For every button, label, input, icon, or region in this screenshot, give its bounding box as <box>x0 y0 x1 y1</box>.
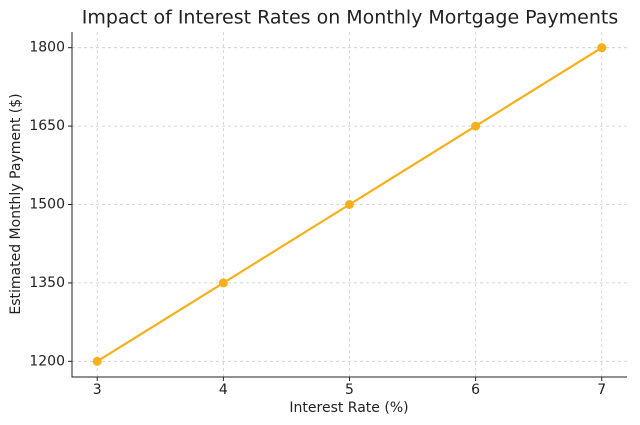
data-point <box>92 356 102 366</box>
x-axis-label: Interest Rate (%) <box>289 400 408 416</box>
x-tick-label: 7 <box>597 382 606 398</box>
x-tick-label: 4 <box>219 382 228 398</box>
y-tick-label: 1650 <box>29 118 65 134</box>
axes <box>71 32 627 378</box>
x-tick-label: 6 <box>471 382 480 398</box>
y-tick-label: 1200 <box>29 353 65 369</box>
data-point <box>345 200 354 209</box>
data-point <box>597 43 607 53</box>
x-tick-label: 3 <box>93 382 102 398</box>
x-tick-label: 5 <box>345 382 354 398</box>
chart-title: Impact of Interest Rates on Monthly Mort… <box>82 7 619 29</box>
y-tick-label: 1350 <box>29 275 65 291</box>
data-point <box>471 121 481 131</box>
data-point <box>218 278 228 288</box>
y-axis-label: Estimated Monthly Payment ($) <box>8 93 24 314</box>
y-tick-label: 1800 <box>29 40 65 56</box>
y-tick-label: 1500 <box>29 197 65 213</box>
